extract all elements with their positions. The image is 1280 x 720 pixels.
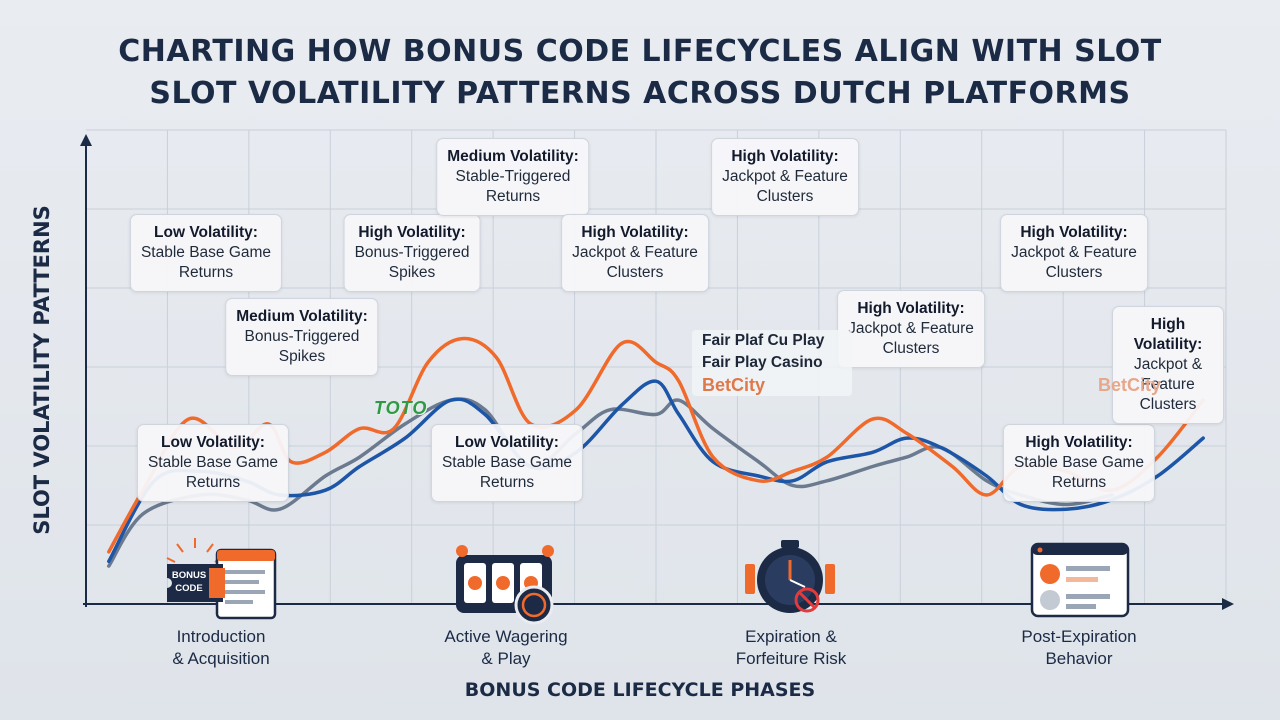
browser-profile-icon <box>1030 542 1130 618</box>
annotation-10: High Volatility: Stable Base Game Returns <box>1002 424 1156 502</box>
phase-label-post-expiration: Post-Expiration Behavior <box>1021 627 1137 668</box>
chart-title-line-1: CHARTING HOW BONUS CODE LIFECYCLES ALIGN… <box>118 34 1162 69</box>
annotation-8: High Volatility: Jackpot & Feature Cluster… <box>837 290 985 368</box>
bonus-code-ticket-icon: BONUS CODE <box>166 538 277 620</box>
annotation-5: Low Volatility: Stable Base Game Returns <box>430 424 584 502</box>
phase-label-expiration: Expiration & Forfeiture Risk <box>735 627 847 668</box>
annotation-1: Medium Volatility: Bonus-Triggered Spikes <box>225 298 379 376</box>
annotation-4: Medium Volatility: Stable-Triggered Return… <box>436 138 590 216</box>
fairplay-logo-line-1: Fair Plaf Cu Play <box>702 332 825 349</box>
toto-logo: TOTO <box>374 398 428 418</box>
betcity-logo-right: BetCity <box>1098 375 1162 395</box>
phase-label-introduction: Introduction & Acquisition <box>172 627 270 668</box>
betcity-logo-center: BetCity <box>702 375 766 395</box>
fairplay-logo-line-2: Fair Play Casino <box>702 354 823 371</box>
x-axis-arrow-icon <box>1222 598 1234 610</box>
annotation-2: Low Volatility: Stable Base Game Returns <box>136 424 290 502</box>
bonus-code-line-2: CODE <box>175 583 202 594</box>
phase-label-active-wagering: Active Wagering & Play <box>444 627 568 668</box>
y-axis-arrow-icon <box>80 134 92 146</box>
annotation-9: High Volatility: Jackpot & Feature Cluster… <box>1000 214 1148 292</box>
fairplay-betcity-logo-cluster: Fair Plaf Cu Play Fair Play Casino BetCi… <box>692 330 852 396</box>
stopwatch-icon <box>745 540 835 613</box>
chart-title-line-2: SLOT VOLATILITY PATTERNS ACROSS DUTCH PL… <box>149 76 1131 111</box>
annotation-7: High Volatility: Jackpot & Feature Cluster… <box>711 138 859 216</box>
annotation-0: Low Volatility: Stable Base Game Returns <box>129 214 283 292</box>
annotation-11: High Volatility: Jackpot & Feature Cluster… <box>1112 306 1224 424</box>
y-axis-label: SLOT VOLATILITY PATTERNS <box>30 205 54 535</box>
annotation-6: High Volatility: Jackpot & Feature Cluster… <box>561 214 709 292</box>
series-line-blue <box>107 379 1205 564</box>
annotation-3: High Volatility: Bonus-Triggered Spikes <box>343 214 481 292</box>
x-axis-label: BONUS CODE LIFECYCLE PHASES <box>464 679 816 701</box>
slot-machine-icon <box>456 545 554 625</box>
bonus-code-line-1: BONUS <box>172 570 206 581</box>
